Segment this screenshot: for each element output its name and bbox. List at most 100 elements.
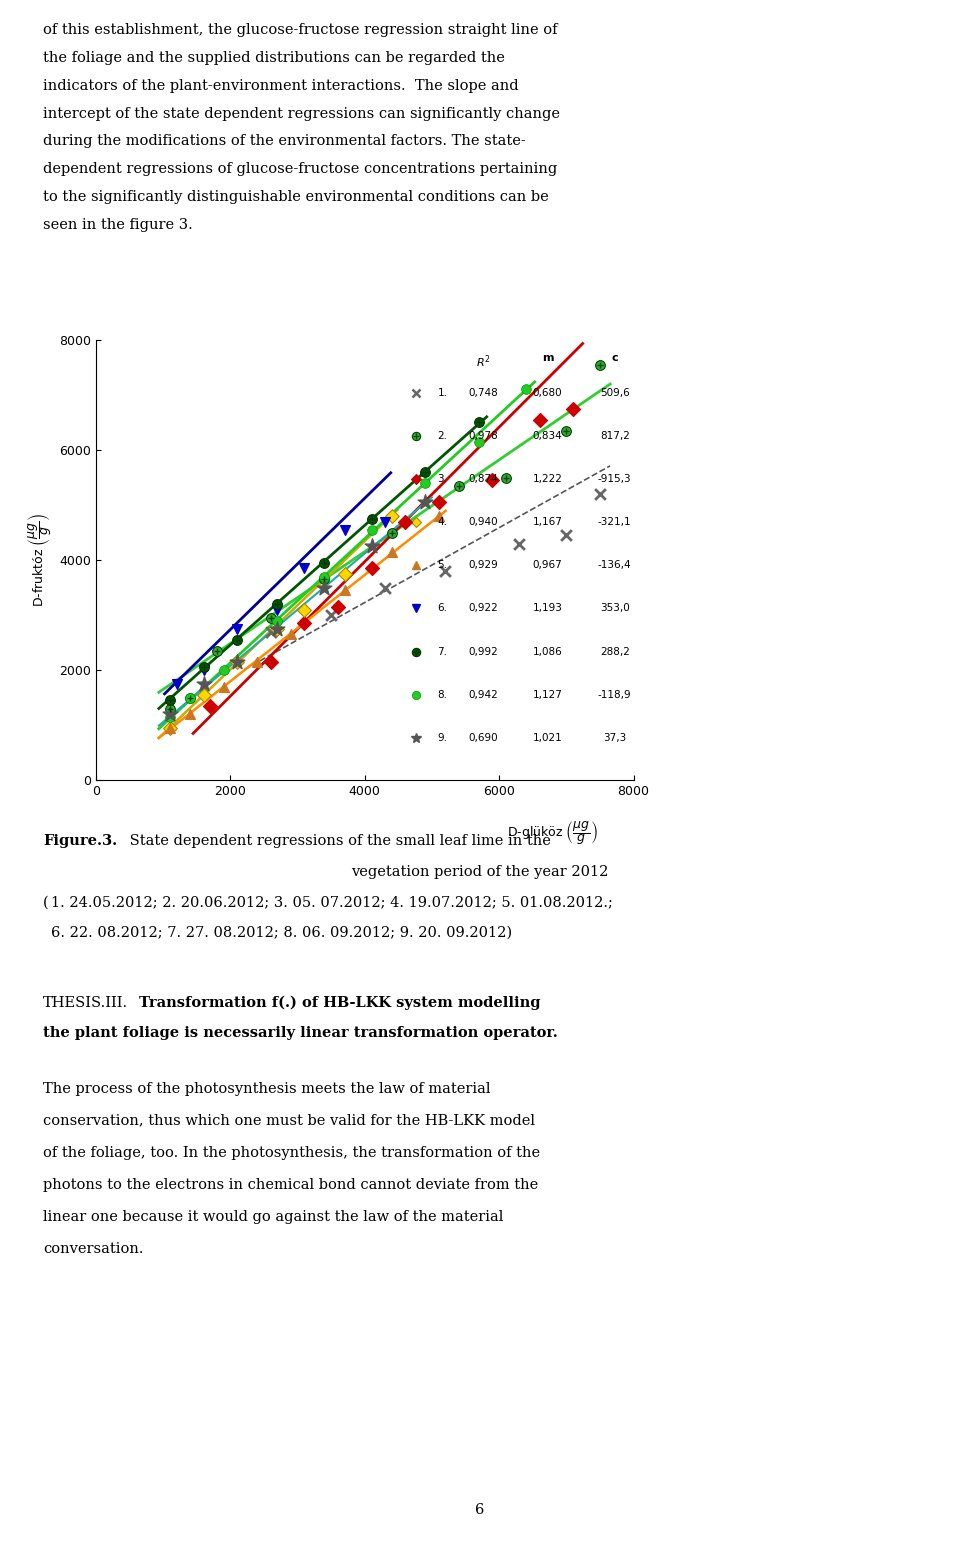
- Text: -915,3: -915,3: [598, 474, 632, 484]
- Text: dependent regressions of glucose-fructose concentrations pertaining: dependent regressions of glucose-fructos…: [43, 162, 558, 176]
- Text: 0,922: 0,922: [468, 604, 498, 613]
- Point: [471, 409, 487, 434]
- Text: 4.: 4.: [438, 518, 447, 527]
- Point: [229, 649, 245, 674]
- Text: 0,834: 0,834: [533, 431, 563, 440]
- Point: [162, 688, 178, 712]
- Point: [263, 606, 278, 630]
- Point: [364, 535, 379, 559]
- Text: 6.: 6.: [438, 604, 447, 613]
- Point: [196, 655, 211, 680]
- Point: [518, 377, 534, 402]
- Point: [270, 616, 285, 641]
- Point: [397, 510, 413, 535]
- Point: [559, 419, 574, 443]
- Point: [297, 598, 312, 623]
- Text: 1,167: 1,167: [533, 518, 563, 527]
- Text: D-glüköz $\left(\dfrac{\mu g}{g}\right)$: D-glüköz $\left(\dfrac{\mu g}{g}\right)$: [508, 819, 598, 847]
- Text: 7.: 7.: [438, 647, 447, 657]
- Point: [592, 482, 608, 507]
- Point: [438, 559, 453, 584]
- Point: [209, 638, 225, 663]
- Text: 0,690: 0,690: [468, 732, 498, 743]
- Text: 0,748: 0,748: [468, 388, 498, 397]
- Point: [263, 620, 278, 644]
- Point: [162, 705, 178, 729]
- Text: 37,3: 37,3: [603, 732, 627, 743]
- Point: [317, 567, 332, 592]
- Point: [196, 683, 211, 708]
- Point: [471, 409, 487, 434]
- Point: [297, 556, 312, 581]
- Point: [250, 649, 265, 674]
- Text: conversation.: conversation.: [43, 1242, 144, 1256]
- Point: [196, 672, 211, 697]
- Point: [384, 521, 399, 545]
- Point: [229, 627, 245, 652]
- Point: [196, 658, 211, 683]
- Point: [384, 521, 399, 545]
- Point: [330, 595, 346, 620]
- Point: [263, 606, 278, 630]
- Text: to the significantly distinguishable environmental conditions can be: to the significantly distinguishable env…: [43, 190, 549, 204]
- Point: [229, 616, 245, 641]
- Text: 1,127: 1,127: [533, 689, 563, 700]
- Point: [270, 592, 285, 616]
- Text: Transformation f(.) of HB-LKK system modelling: Transformation f(.) of HB-LKK system mod…: [134, 995, 540, 1010]
- Text: 6. 22. 08.2012; 7. 27. 08.2012; 8. 06. 09.2012; 9. 20. 09.2012): 6. 22. 08.2012; 7. 27. 08.2012; 8. 06. 0…: [51, 925, 512, 939]
- Point: [162, 715, 178, 740]
- Text: $R^2$: $R^2$: [476, 354, 491, 369]
- Point: [337, 578, 352, 603]
- Point: [451, 473, 467, 497]
- Text: 8.: 8.: [438, 689, 447, 700]
- Text: seen in the figure 3.: seen in the figure 3.: [43, 218, 193, 232]
- Point: [364, 556, 379, 581]
- Text: 817,2: 817,2: [600, 431, 630, 440]
- Point: [337, 518, 352, 542]
- Point: [592, 352, 608, 377]
- Point: [418, 471, 433, 496]
- Point: [317, 550, 332, 575]
- Text: 6: 6: [475, 1503, 485, 1517]
- Point: [209, 638, 225, 663]
- Point: [169, 672, 184, 697]
- Point: [196, 655, 211, 680]
- Point: [216, 658, 231, 683]
- Point: [162, 697, 178, 722]
- Text: 0,874: 0,874: [468, 474, 498, 484]
- Text: State dependent regressions of the small leaf lime in the: State dependent regressions of the small…: [125, 834, 551, 848]
- Point: [364, 507, 379, 531]
- Text: 0,967: 0,967: [533, 561, 563, 570]
- Text: 1,021: 1,021: [533, 732, 563, 743]
- Point: [418, 490, 433, 514]
- Text: 0,992: 0,992: [468, 647, 498, 657]
- Text: c: c: [612, 354, 618, 363]
- Point: [297, 610, 312, 635]
- Text: m: m: [541, 354, 553, 363]
- Point: [182, 686, 198, 711]
- Point: [162, 701, 178, 726]
- Text: 0,940: 0,940: [468, 518, 498, 527]
- Point: [364, 507, 379, 531]
- Point: [418, 460, 433, 485]
- Point: [377, 510, 393, 535]
- Point: [485, 468, 500, 493]
- Point: [317, 550, 332, 575]
- Point: [384, 539, 399, 564]
- Point: [270, 616, 285, 641]
- Point: [270, 592, 285, 616]
- Point: [431, 504, 446, 528]
- Text: intercept of the state dependent regressions can significantly change: intercept of the state dependent regress…: [43, 107, 561, 121]
- Text: of the foliage, too. In the photosynthesis, the transformation of the: of the foliage, too. In the photosynthes…: [43, 1146, 540, 1160]
- Point: [182, 686, 198, 711]
- Point: [384, 504, 399, 528]
- Point: [532, 408, 547, 433]
- Text: indicators of the plant-environment interactions.  The slope and: indicators of the plant-environment inte…: [43, 79, 518, 93]
- Point: [162, 688, 178, 712]
- Text: 2.: 2.: [438, 431, 447, 440]
- Text: 0,942: 0,942: [468, 689, 498, 700]
- Point: [229, 627, 245, 652]
- Text: of this establishment, the glucose-fructose regression straight line of: of this establishment, the glucose-fruct…: [43, 23, 558, 37]
- Point: [263, 649, 278, 674]
- Point: [559, 419, 574, 443]
